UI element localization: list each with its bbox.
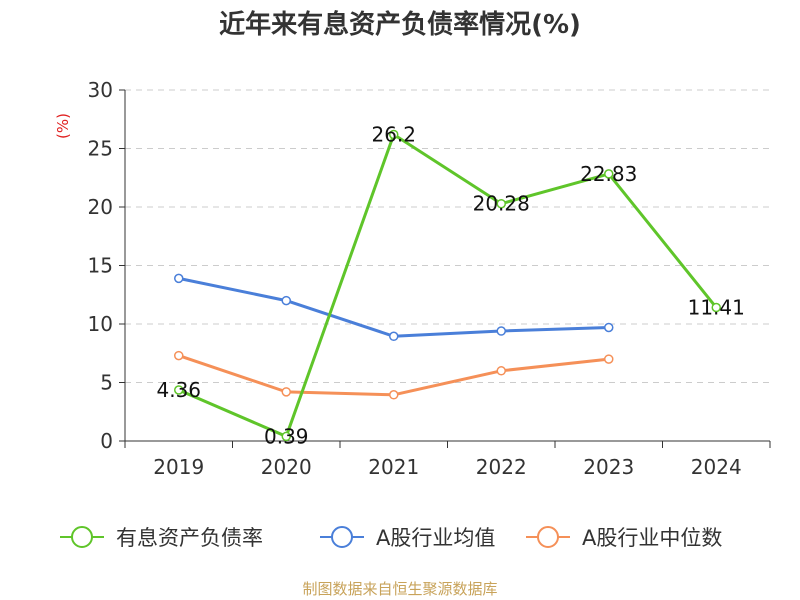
data-point-1 xyxy=(389,331,399,342)
data-point-0 xyxy=(711,302,721,313)
data-point-1 xyxy=(174,273,184,284)
x-tick-label: 2024 xyxy=(691,455,742,479)
y-tick-label: 30 xyxy=(88,78,113,102)
y-axis-label: (%) xyxy=(54,113,72,139)
x-tick-label: 2020 xyxy=(261,455,312,479)
chart-title: 近年来有息资产负债率情况(%) xyxy=(219,10,581,40)
data-point-2 xyxy=(389,390,399,400)
series-line-0 xyxy=(177,132,718,438)
data-point-0 xyxy=(604,169,614,179)
x-tick-label: 2022 xyxy=(476,455,527,479)
x-tick-label: 2019 xyxy=(153,455,204,479)
legend-marker-2 xyxy=(537,526,559,548)
y-tick-label: 5 xyxy=(100,371,113,395)
data-point-2 xyxy=(604,354,614,364)
legend-label-0: 有息资产负债率 xyxy=(116,526,263,550)
data-point-0 xyxy=(174,385,184,395)
series-line-1 xyxy=(177,276,611,338)
data-point-2 xyxy=(174,350,184,361)
data-label: 4.36 xyxy=(156,378,201,402)
y-tick-label: 20 xyxy=(88,195,113,219)
data-point-2 xyxy=(496,366,506,376)
source-note: 制图数据来自恒生聚源数据库 xyxy=(302,580,498,598)
data-label: 11.41 xyxy=(688,296,745,320)
y-tick-label: 25 xyxy=(88,137,113,161)
data-point-0 xyxy=(389,129,399,140)
data-point-0 xyxy=(281,431,291,442)
data-point-0 xyxy=(496,198,506,209)
data-point-1 xyxy=(496,326,506,336)
data-point-2 xyxy=(281,387,291,397)
data-label: 0.39 xyxy=(264,424,309,448)
y-tick-label: 0 xyxy=(100,429,113,453)
legend-marker-1 xyxy=(331,526,353,548)
legend-marker-0 xyxy=(71,526,93,548)
data-label: 26.2 xyxy=(371,122,416,146)
data-label: 20.28 xyxy=(473,192,530,216)
data-point-1 xyxy=(604,322,614,333)
legend-label-2: A股行业中位数 xyxy=(582,526,722,550)
data-point-1 xyxy=(281,295,291,306)
y-tick-label: 10 xyxy=(88,312,113,336)
legend-label-1: A股行业均值 xyxy=(376,526,495,550)
x-tick-label: 2021 xyxy=(368,455,419,479)
y-tick-label: 15 xyxy=(88,254,113,278)
data-label: 22.83 xyxy=(580,162,637,186)
x-tick-label: 2023 xyxy=(583,455,634,479)
series-line-2 xyxy=(177,354,611,397)
